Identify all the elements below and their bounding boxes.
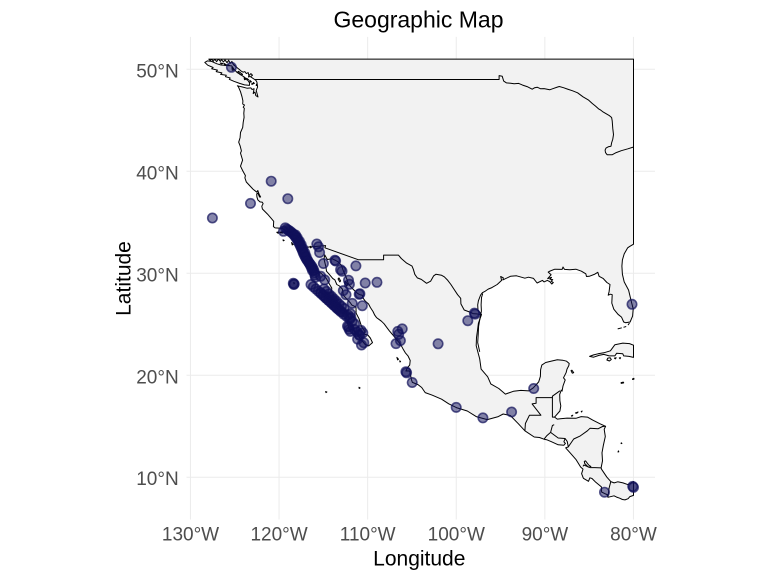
svg-text:10°N: 10°N (136, 469, 178, 490)
svg-text:130°W: 130°W (162, 524, 219, 545)
svg-text:30°N: 30°N (136, 265, 178, 286)
svg-text:Longitude: Longitude (373, 548, 465, 571)
svg-text:80°W: 80°W (610, 524, 657, 545)
svg-text:Geographic Map: Geographic Map (333, 6, 503, 32)
svg-text:Latitude: Latitude (113, 241, 136, 316)
svg-text:90°W: 90°W (522, 524, 569, 545)
svg-text:20°N: 20°N (136, 367, 178, 388)
svg-text:120°W: 120°W (250, 524, 307, 545)
svg-text:40°N: 40°N (136, 163, 178, 184)
svg-text:100°W: 100°W (428, 524, 485, 545)
svg-text:50°N: 50°N (136, 61, 178, 82)
svg-text:110°W: 110°W (340, 524, 396, 545)
